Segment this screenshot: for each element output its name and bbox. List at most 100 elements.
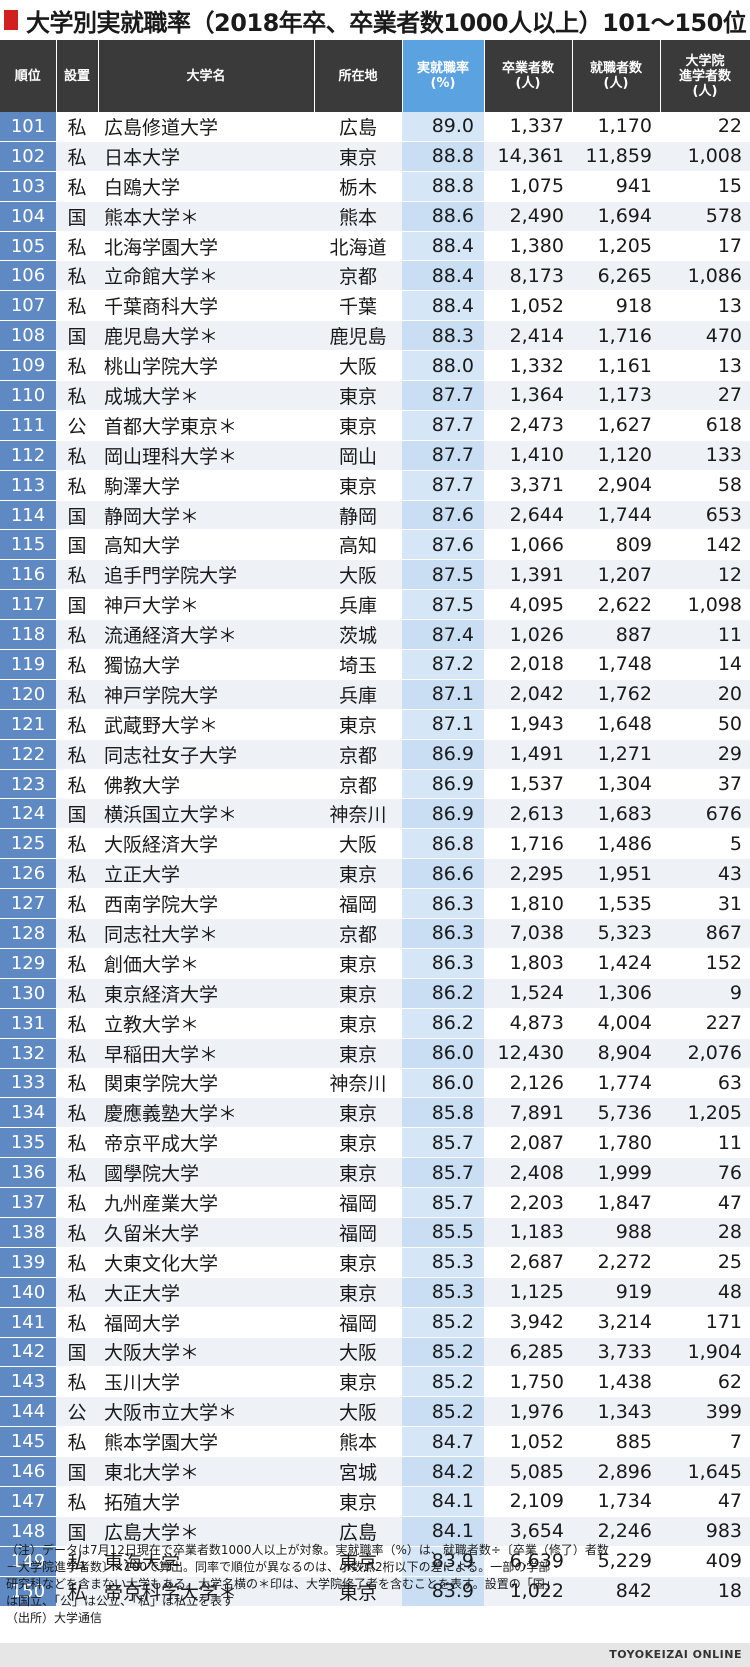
employed-cell: 2,272 <box>572 1247 660 1278</box>
table-row: 129 私創価大学＊ 東京 86.3 1,803 1,424 152 <box>0 948 750 979</box>
employed-cell: 1,683 <box>572 798 660 830</box>
advanced-students-cell: 2,076 <box>660 1038 750 1069</box>
advanced-students-cell: 29 <box>660 739 750 770</box>
location-cell: 東京 <box>314 380 402 411</box>
employment-rate-cell: 87.7 <box>402 380 484 411</box>
graduates-cell: 1,052 <box>484 290 572 322</box>
graduates-cell: 2,613 <box>484 798 572 830</box>
type-cell: 私 <box>56 470 98 501</box>
university-name-cell: 東北大学＊ <box>98 1456 314 1487</box>
employed-cell: 1,648 <box>572 709 660 740</box>
advanced-students-cell: 50 <box>660 709 750 740</box>
advanced-students-cell: 76 <box>660 1157 750 1189</box>
graduates-cell: 1,026 <box>484 619 572 651</box>
employment-rate-cell: 85.2 <box>402 1396 484 1428</box>
location-cell: 東京 <box>314 1157 402 1189</box>
employment-rate-cell: 86.2 <box>402 978 484 1009</box>
employment-rate-cell: 86.3 <box>402 918 484 949</box>
type-cell: 私 <box>56 1486 98 1517</box>
location-cell: 栃木 <box>314 171 402 202</box>
employed-cell: 1,424 <box>572 948 660 979</box>
header-name: 大学名 <box>98 40 315 112</box>
rank-cell: 111 <box>0 410 56 441</box>
employment-rate-cell: 85.7 <box>402 1187 484 1218</box>
advanced-students-cell: 58 <box>660 470 750 501</box>
university-name-cell: 桃山学院大学 <box>98 350 314 382</box>
graduates-cell: 1,410 <box>484 440 572 471</box>
location-cell: 京都 <box>314 260 402 292</box>
type-cell: 国 <box>56 320 98 352</box>
type-cell: 私 <box>56 559 98 591</box>
rank-cell: 102 <box>0 141 56 172</box>
rank-cell: 118 <box>0 619 56 651</box>
employment-rate-cell: 88.6 <box>402 201 484 232</box>
header-graduates-line1: 卒業者数 <box>501 61 554 76</box>
table-row: 139 私大東文化大学 東京 85.3 2,687 2,272 25 <box>0 1247 750 1278</box>
type-cell: 私 <box>56 1008 98 1039</box>
rank-cell: 124 <box>0 798 56 830</box>
rank-cell: 148 <box>0 1516 56 1547</box>
table-row: 104 国熊本大学＊ 熊本 88.6 2,490 1,694 578 <box>0 201 750 232</box>
university-name-cell: 大阪経済大学 <box>98 828 314 860</box>
table-row: 140 私大正大学 東京 85.3 1,125 919 48 <box>0 1277 750 1308</box>
type-cell: 私 <box>56 440 98 471</box>
university-name-cell: 玉川大学 <box>98 1366 314 1398</box>
type-cell: 私 <box>56 231 98 262</box>
employed-cell: 2,904 <box>572 470 660 501</box>
graduates-cell: 2,203 <box>484 1187 572 1218</box>
type-cell: 私 <box>56 709 98 740</box>
header-advanced-line1: 大学院 <box>685 53 725 69</box>
table-row: 136 私國學院大学 東京 85.7 2,408 1,999 76 <box>0 1157 750 1189</box>
university-name-cell: 立命館大学＊ <box>98 260 314 292</box>
table-row: 111 公首都大学東京＊ 東京 87.7 2,473 1,627 618 <box>0 410 750 441</box>
table-row: 149 私東海大学 東京 83.9 6,639 5,229 409 <box>0 1546 750 1577</box>
advanced-students-cell: 867 <box>660 918 750 949</box>
advanced-students-cell: 1,008 <box>660 141 750 172</box>
table-row: 114 国静岡大学＊ 静岡 87.6 2,644 1,744 653 <box>0 500 750 531</box>
employed-cell: 1,951 <box>572 858 660 890</box>
advanced-students-cell: 9 <box>660 978 750 1009</box>
rank-cell: 146 <box>0 1456 56 1487</box>
rank-cell: 123 <box>0 769 56 800</box>
location-cell: 福岡 <box>314 1307 402 1338</box>
table-header-row: 順位 設置 大学名 所在地 実就職率 (%) 卒業者数 (人) 就職者数 (人)… <box>0 40 750 112</box>
location-cell: 兵庫 <box>314 589 402 621</box>
employed-cell: 5,229 <box>572 1546 660 1577</box>
location-cell: 大阪 <box>314 1396 402 1428</box>
employed-cell: 1,734 <box>572 1486 660 1517</box>
rank-cell: 114 <box>0 500 56 531</box>
employment-rate-cell: 87.5 <box>402 559 484 591</box>
employed-cell: 6,265 <box>572 260 660 292</box>
university-name-cell: 神戸大学＊ <box>98 589 314 621</box>
employment-rate-cell: 87.6 <box>402 500 484 531</box>
graduates-cell: 1,943 <box>484 709 572 740</box>
location-cell: 東京 <box>314 1038 402 1069</box>
employed-cell: 1,343 <box>572 1396 660 1428</box>
employed-cell: 1,744 <box>572 500 660 531</box>
advanced-students-cell: 1,904 <box>660 1337 750 1368</box>
location-cell: 大阪 <box>314 350 402 382</box>
university-name-cell: 首都大学東京＊ <box>98 410 314 441</box>
type-cell: 私 <box>56 380 98 411</box>
employed-cell: 1,173 <box>572 380 660 411</box>
type-cell: 私 <box>56 1366 98 1398</box>
employment-rate-cell: 88.3 <box>402 320 484 352</box>
advanced-students-cell: 983 <box>660 1516 750 1547</box>
university-name-cell: 立教大学＊ <box>98 1008 314 1039</box>
graduates-cell: 2,644 <box>484 500 572 531</box>
rank-cell: 101 <box>0 112 56 142</box>
employed-cell: 1,438 <box>572 1366 660 1398</box>
advanced-students-cell: 12 <box>660 559 750 591</box>
employment-rate-cell: 86.3 <box>402 948 484 979</box>
advanced-students-cell: 152 <box>660 948 750 979</box>
university-name-cell: 大正大学 <box>98 1277 314 1308</box>
university-name-cell: 久留米大学 <box>98 1217 314 1248</box>
university-name-cell: 同志社大学＊ <box>98 918 314 949</box>
location-cell: 東京 <box>314 948 402 979</box>
employment-rate-cell: 87.1 <box>402 679 484 710</box>
table-row: 109 私桃山学院大学 大阪 88.0 1,332 1,161 13 <box>0 350 750 382</box>
footer-bar: TOYOKEIZAI ONLINE <box>0 1643 750 1667</box>
table-row: 105 私北海学園大学 北海道 88.4 1,380 1,205 17 <box>0 231 750 262</box>
university-name-cell: 東京経済大学 <box>98 978 314 1009</box>
table-row: 117 国神戸大学＊ 兵庫 87.5 4,095 2,622 1,098 <box>0 589 750 621</box>
